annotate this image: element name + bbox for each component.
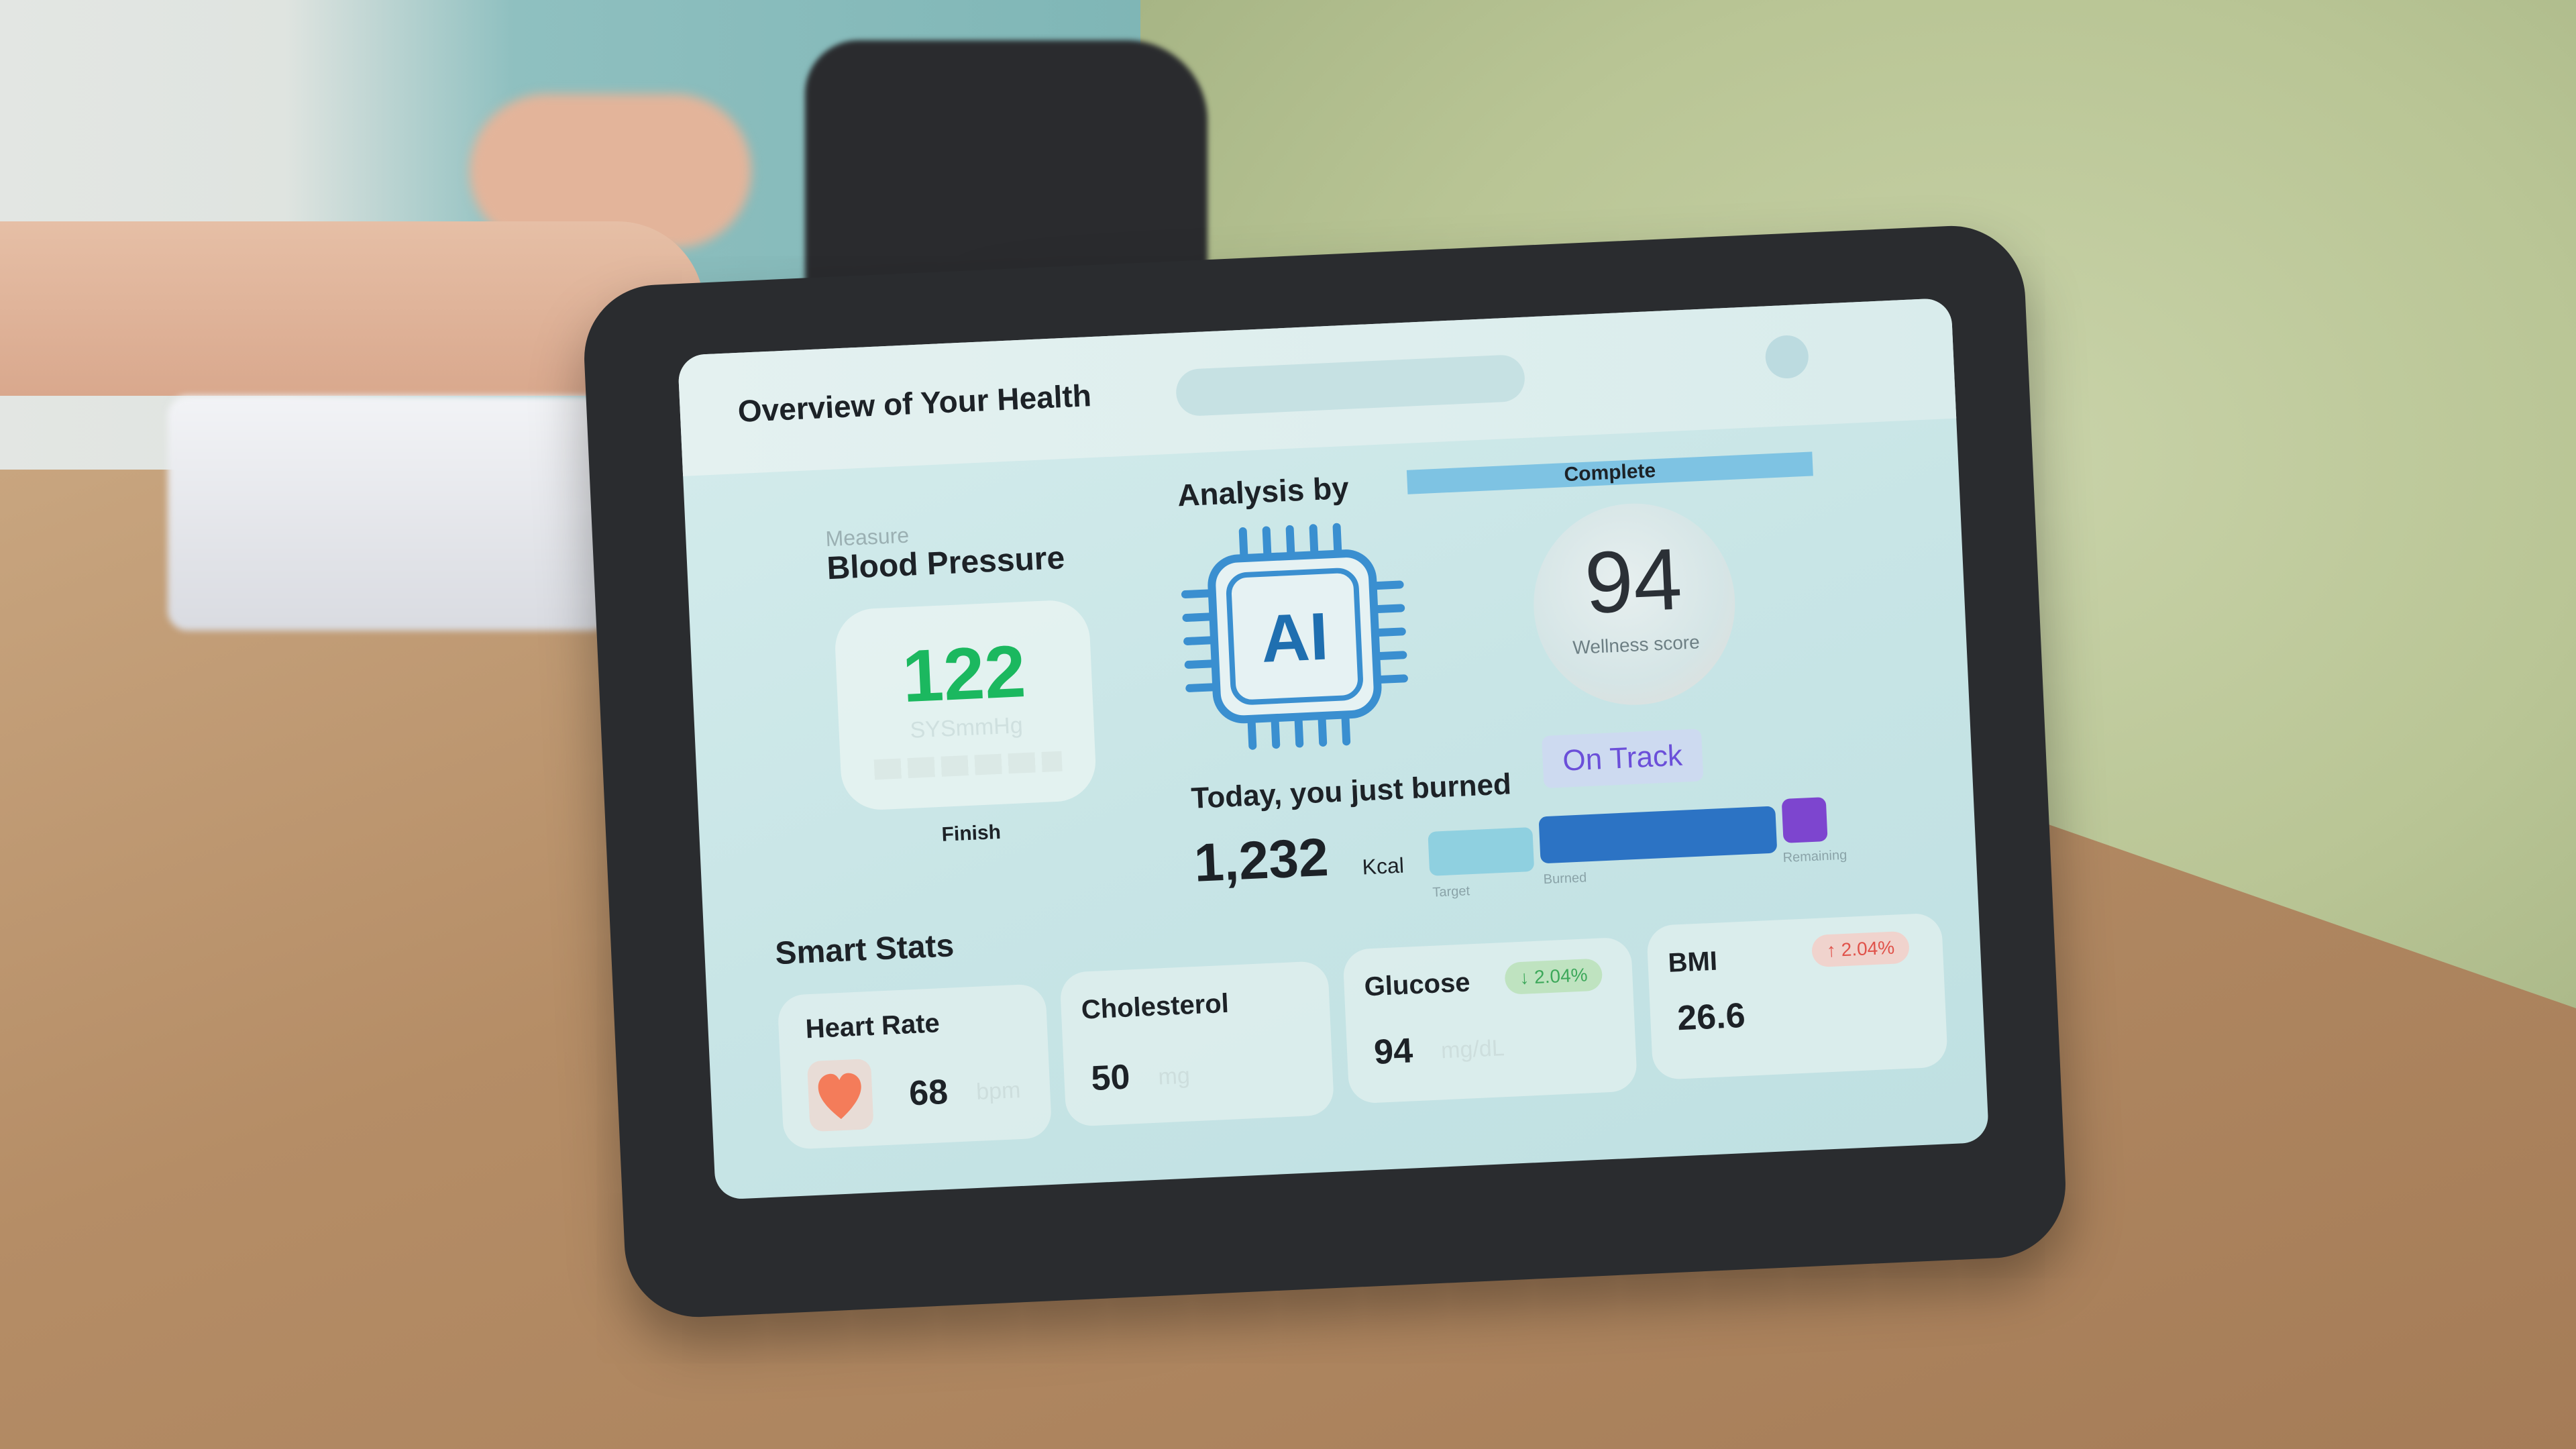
ai-chip-label: AI — [1259, 598, 1330, 677]
heart-rate-card[interactable]: Heart Rate 68 bpm — [777, 983, 1053, 1150]
wellness-score-label: Wellness score — [1572, 631, 1701, 658]
target-bar — [1428, 826, 1535, 876]
glucose-label: Glucose — [1363, 967, 1471, 1002]
cholesterol-unit: mg — [1157, 1063, 1191, 1090]
tablet-screen: Overview of Your Health Measure Blood Pr… — [678, 297, 1990, 1200]
analysis-label: Analysis by — [1177, 470, 1350, 513]
bmi-value: 26.6 — [1676, 996, 1746, 1038]
ai-chip-icon: AI — [1169, 511, 1421, 763]
on-track-badge: On Track — [1542, 729, 1704, 789]
finish-button[interactable]: Finish — [941, 820, 1002, 846]
calories-title: Today, you just burned — [1190, 767, 1512, 815]
calories-unit: Kcal — [1361, 853, 1405, 879]
burned-label: Burned — [1543, 870, 1587, 888]
smart-stats-title: Smart Stats — [774, 928, 955, 972]
glucose-value: 94 — [1373, 1031, 1414, 1072]
target-label: Target — [1432, 883, 1470, 900]
glucose-change-badge: ↓ 2.04% — [1504, 958, 1603, 995]
wellness-score-circle: 94 Wellness score — [1529, 499, 1739, 710]
bp-value: 122 — [900, 630, 1028, 718]
cholesterol-card[interactable]: Cholesterol 50 mg — [1059, 960, 1335, 1127]
bp-progress-dots — [873, 751, 1063, 780]
bp-monitor-device — [168, 396, 610, 631]
remaining-label: Remaining — [1782, 847, 1847, 866]
remaining-bar — [1781, 797, 1828, 843]
cholesterol-label: Cholesterol — [1080, 988, 1230, 1025]
bp-card: 122 SYSmmHg — [833, 598, 1097, 812]
heart-rate-label: Heart Rate — [804, 1008, 941, 1044]
wellness-score-value: 94 — [1582, 529, 1684, 632]
heart-rate-unit: bpm — [975, 1077, 1022, 1105]
bmi-card[interactable]: BMI ↑ 2.04% 26.6 — [1646, 912, 1949, 1081]
glucose-unit: mg/dL — [1440, 1035, 1505, 1064]
burned-bar — [1538, 806, 1778, 864]
bmi-label: BMI — [1667, 946, 1718, 978]
complete-status-bar: Complete — [1406, 451, 1813, 494]
calories-value: 1,232 — [1193, 826, 1330, 893]
heart-icon — [806, 1059, 874, 1132]
glucose-card[interactable]: Glucose ↓ 2.04% 94 mg/dL — [1342, 936, 1638, 1104]
bmi-change-badge: ↑ 2.04% — [1811, 930, 1911, 968]
cholesterol-value: 50 — [1090, 1057, 1131, 1099]
heart-rate-value: 68 — [908, 1072, 949, 1114]
